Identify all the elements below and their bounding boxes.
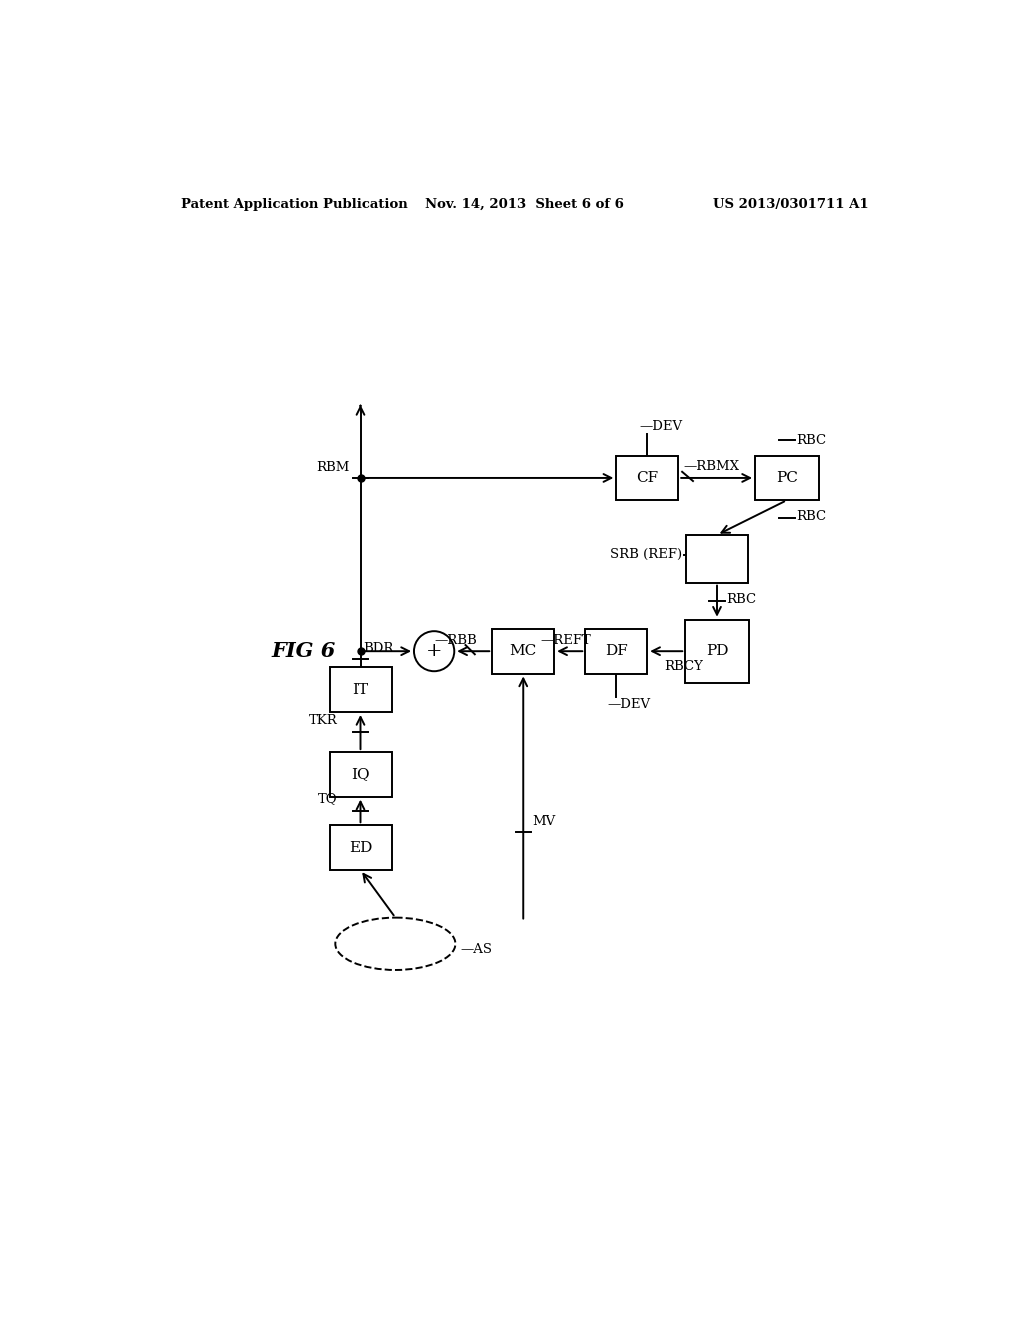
Text: PC: PC (776, 471, 798, 484)
Text: BDR: BDR (364, 643, 394, 656)
Text: —AS: —AS (460, 944, 493, 957)
Text: RBC: RBC (726, 593, 757, 606)
Text: IT: IT (352, 682, 369, 697)
FancyBboxPatch shape (586, 628, 647, 673)
Text: —DEV: —DEV (607, 698, 650, 711)
Text: RBCY: RBCY (665, 660, 703, 673)
FancyBboxPatch shape (616, 455, 678, 500)
Text: MV: MV (532, 814, 556, 828)
Text: DF: DF (605, 644, 628, 659)
Text: IQ: IQ (351, 767, 370, 781)
Text: RBC: RBC (796, 510, 826, 523)
FancyBboxPatch shape (330, 825, 391, 870)
Text: —DEV: —DEV (640, 420, 683, 433)
Text: —RBMX: —RBMX (684, 461, 739, 474)
Text: —RBB: —RBB (434, 634, 477, 647)
Text: TKR: TKR (308, 714, 337, 727)
Text: MC: MC (510, 644, 537, 659)
Text: FIG 6: FIG 6 (271, 642, 336, 661)
Text: Patent Application Publication: Patent Application Publication (180, 198, 408, 211)
Text: RBM: RBM (316, 461, 349, 474)
FancyBboxPatch shape (330, 668, 391, 711)
Text: ED: ED (349, 841, 372, 854)
Text: RBC: RBC (796, 434, 826, 446)
Text: +: + (426, 643, 442, 660)
Text: SRB (REF): SRB (REF) (610, 548, 682, 561)
Text: TQ: TQ (317, 792, 337, 805)
Text: PD: PD (706, 644, 728, 659)
Text: CF: CF (636, 471, 658, 484)
FancyBboxPatch shape (330, 752, 391, 797)
FancyBboxPatch shape (755, 455, 818, 500)
FancyBboxPatch shape (493, 628, 554, 673)
FancyBboxPatch shape (686, 535, 748, 582)
FancyBboxPatch shape (685, 619, 749, 682)
Text: —REFT: —REFT (541, 634, 591, 647)
Ellipse shape (335, 917, 456, 970)
Text: US 2013/0301711 A1: US 2013/0301711 A1 (714, 198, 869, 211)
Text: Nov. 14, 2013  Sheet 6 of 6: Nov. 14, 2013 Sheet 6 of 6 (425, 198, 625, 211)
